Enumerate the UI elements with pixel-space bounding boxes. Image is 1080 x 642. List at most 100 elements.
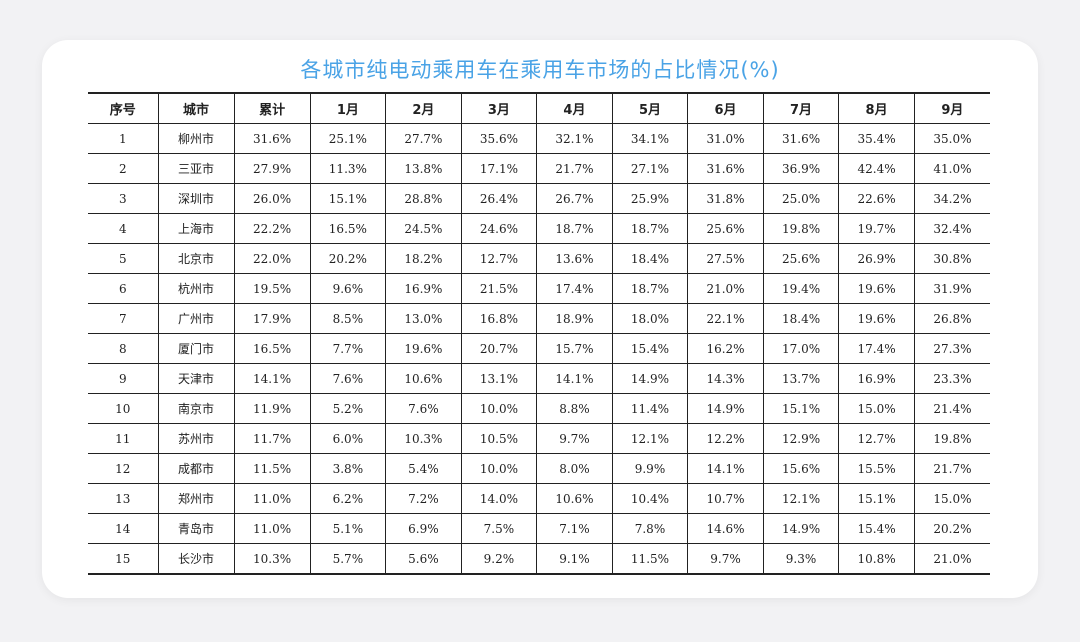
- month-cell: 12.2%: [687, 423, 764, 454]
- city-cell: 柳州市: [157, 123, 235, 154]
- table-row: 10 南京市 11.9% 5.2% 7.6% 10.0% 8.8% 11.4% 14.9% 15.…: [88, 393, 990, 424]
- month-cell: 5.4%: [385, 453, 462, 484]
- month-cell: 17.4%: [536, 273, 613, 304]
- month-cell: 32.4%: [913, 213, 990, 244]
- seq-no-cell: 15: [88, 543, 159, 575]
- table-row: 4 上海市 22.2% 16.5% 24.5% 24.6% 18.7% 18.7% 25.6% 1…: [88, 213, 990, 244]
- total-cell: 11.5%: [233, 453, 311, 484]
- seq-no-cell: 11: [88, 423, 159, 454]
- month-cell: 36.9%: [762, 153, 839, 184]
- month-cell: 34.1%: [611, 123, 688, 154]
- total-cell: 17.9%: [233, 303, 311, 334]
- month-cell: 16.9%: [385, 273, 462, 304]
- month-cell: 14.1%: [687, 453, 764, 484]
- table-row: 1 柳州市 31.6% 25.1% 27.7% 35.6% 32.1% 34.1% 31.0% 3…: [88, 123, 990, 154]
- month-cell: 7.5%: [460, 513, 537, 544]
- month-cell: 16.2%: [687, 333, 764, 364]
- month-cell: 31.9%: [913, 273, 990, 304]
- month-cell: 16.8%: [460, 303, 537, 334]
- month-cell: 27.1%: [611, 153, 688, 184]
- month-cell: 18.9%: [536, 303, 613, 334]
- month-cell: 10.8%: [838, 543, 915, 575]
- month-cell: 25.9%: [611, 183, 688, 214]
- month-cell: 18.0%: [611, 303, 688, 334]
- month-cell: 7.6%: [309, 363, 386, 394]
- month-cell: 14.9%: [762, 513, 839, 544]
- month-cell: 22.1%: [687, 303, 764, 334]
- table-title: 各城市纯电动乘用车在乘用车市场的占比情况(%): [300, 58, 780, 82]
- month-cell: 25.6%: [762, 243, 839, 274]
- table-body: 1 柳州市 31.6% 25.1% 27.7% 35.6% 32.1% 34.1% 31.0% 3…: [88, 123, 990, 575]
- month-cell: 5.7%: [309, 543, 386, 575]
- total-cell: 22.2%: [233, 213, 311, 244]
- table-row: 13 郑州市 11.0% 6.2% 7.2% 14.0% 10.6% 10.4% 10.7% 12…: [88, 483, 990, 514]
- total-cell: 27.9%: [233, 153, 311, 184]
- month-cell: 32.1%: [536, 123, 613, 154]
- month-cell: 17.1%: [460, 153, 537, 184]
- month-cell: 14.3%: [687, 363, 764, 394]
- month-cell: 15.1%: [762, 393, 839, 424]
- city-cell: 苏州市: [157, 423, 235, 454]
- city-cell: 郑州市: [157, 483, 235, 514]
- month-cell: 20.7%: [460, 333, 537, 364]
- month-cell: 6.9%: [385, 513, 462, 544]
- seq-no-cell: 4: [88, 213, 159, 244]
- month-cell: 5.2%: [309, 393, 386, 424]
- month-cell: 21.0%: [913, 543, 990, 575]
- month-cell: 7.2%: [385, 483, 462, 514]
- seq-no-cell: 13: [88, 483, 159, 514]
- month-cell: 15.0%: [838, 393, 915, 424]
- total-cell: 14.1%: [233, 363, 311, 394]
- city-cell: 南京市: [157, 393, 235, 424]
- month-cell: 14.9%: [687, 393, 764, 424]
- month-cell: 15.1%: [309, 183, 386, 214]
- month-cell: 9.6%: [309, 273, 386, 304]
- city-cell: 杭州市: [157, 273, 235, 304]
- month-cell: 15.5%: [838, 453, 915, 484]
- city-cell: 天津市: [157, 363, 235, 394]
- month-cell: 6.2%: [309, 483, 386, 514]
- month-cell: 14.1%: [536, 363, 613, 394]
- month-cell: 27.7%: [385, 123, 462, 154]
- aug-header: 8月: [838, 92, 915, 124]
- month-cell: 10.5%: [460, 423, 537, 454]
- city-cell: 广州市: [157, 303, 235, 334]
- month-cell: 15.6%: [762, 453, 839, 484]
- month-cell: 10.6%: [385, 363, 462, 394]
- seq-no-cell: 5: [88, 243, 159, 274]
- month-cell: 41.0%: [913, 153, 990, 184]
- city-cell: 上海市: [157, 213, 235, 244]
- total-cell: 31.6%: [233, 123, 311, 154]
- month-cell: 11.5%: [611, 543, 688, 575]
- total-cell: 19.5%: [233, 273, 311, 304]
- month-cell: 18.7%: [611, 273, 688, 304]
- month-cell: 15.7%: [536, 333, 613, 364]
- month-cell: 10.0%: [460, 393, 537, 424]
- month-cell: 19.8%: [762, 213, 839, 244]
- month-cell: 7.8%: [611, 513, 688, 544]
- month-cell: 3.8%: [309, 453, 386, 484]
- sep-header: 9月: [913, 92, 990, 124]
- month-cell: 9.2%: [460, 543, 537, 575]
- month-cell: 16.5%: [309, 213, 386, 244]
- city-cell: 长沙市: [157, 543, 235, 575]
- table-row: 11 苏州市 11.7% 6.0% 10.3% 10.5% 9.7% 12.1% 12.2% 12…: [88, 423, 990, 454]
- city-cell: 深圳市: [157, 183, 235, 214]
- seq-no-cell: 12: [88, 453, 159, 484]
- total-cell: 11.7%: [233, 423, 311, 454]
- seq-no-cell: 6: [88, 273, 159, 304]
- month-cell: 19.6%: [385, 333, 462, 364]
- month-cell: 25.6%: [687, 213, 764, 244]
- month-cell: 28.8%: [385, 183, 462, 214]
- table-row: 14 青岛市 11.0% 5.1% 6.9% 7.5% 7.1% 7.8% 14.6% 14.9%…: [88, 513, 990, 544]
- month-cell: 19.6%: [838, 273, 915, 304]
- jan-header: 1月: [309, 92, 386, 124]
- month-cell: 24.5%: [385, 213, 462, 244]
- month-cell: 21.7%: [536, 153, 613, 184]
- month-cell: 7.1%: [536, 513, 613, 544]
- month-cell: 26.4%: [460, 183, 537, 214]
- city-cell: 北京市: [157, 243, 235, 274]
- header-row: 序号 城市 累计 1月 2月 3月 4月 5月 6月 7月 8月 9月: [88, 92, 990, 124]
- month-cell: 6.0%: [309, 423, 386, 454]
- month-cell: 19.7%: [838, 213, 915, 244]
